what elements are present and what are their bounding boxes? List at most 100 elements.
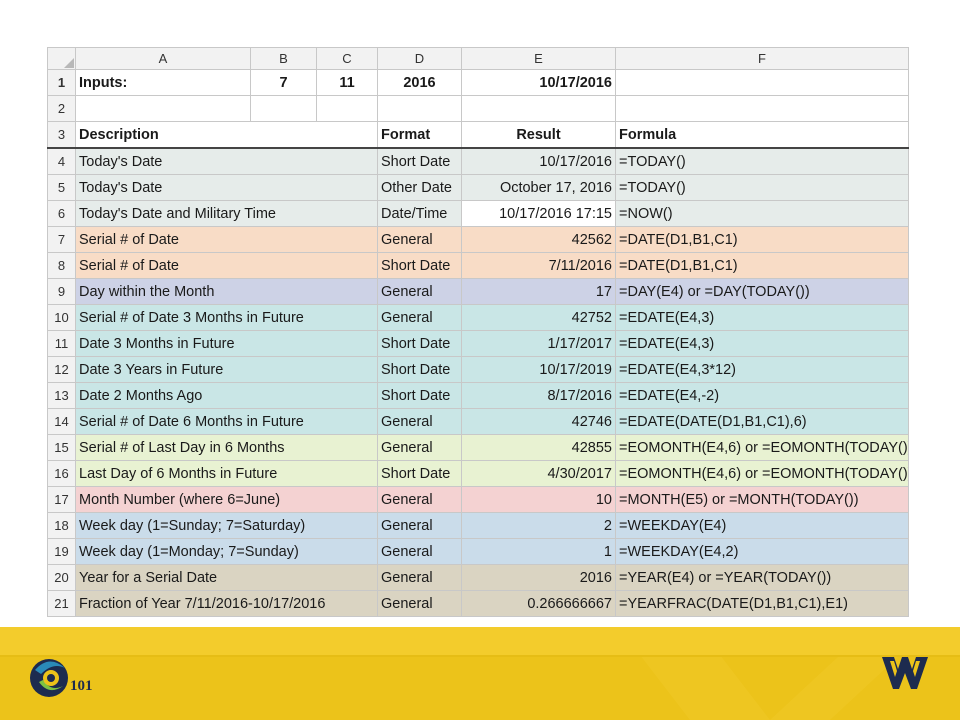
description-cell[interactable]: Month Number (where 6=June) xyxy=(75,486,378,513)
format-cell[interactable]: Short Date xyxy=(377,147,462,175)
description-cell[interactable]: Fraction of Year 7/11/2016-10/17/2016 xyxy=(75,590,378,617)
row-number[interactable]: 9 xyxy=(47,278,76,305)
result-cell[interactable]: 8/17/2016 xyxy=(461,382,616,409)
format-cell[interactable]: Short Date xyxy=(377,356,462,383)
formula-cell[interactable]: =EOMONTH(E4,6) or =EOMONTH(TODAY()) xyxy=(615,460,909,487)
empty-cell[interactable] xyxy=(615,95,909,122)
format-cell[interactable]: General xyxy=(377,486,462,513)
column-header-b[interactable]: B xyxy=(250,47,317,70)
input-day-cell[interactable]: 11 xyxy=(316,69,378,96)
column-header-d[interactable]: D xyxy=(377,47,462,70)
description-cell[interactable]: Date 2 Months Ago xyxy=(75,382,378,409)
empty-cell[interactable] xyxy=(377,95,462,122)
row-number[interactable]: 2 xyxy=(47,95,76,122)
description-cell[interactable]: Today's Date xyxy=(75,174,378,201)
format-cell[interactable]: General xyxy=(377,278,462,305)
result-cell[interactable]: 10 xyxy=(461,486,616,513)
result-cell[interactable]: 1 xyxy=(461,538,616,565)
format-cell[interactable]: General xyxy=(377,226,462,253)
formula-cell[interactable]: =DATE(D1,B1,C1) xyxy=(615,226,909,253)
result-cell[interactable]: 0.266666667 xyxy=(461,590,616,617)
description-header-cell[interactable]: Description xyxy=(75,121,378,149)
empty-cell[interactable] xyxy=(316,95,378,122)
empty-cell[interactable] xyxy=(250,95,317,122)
inputs-label-cell[interactable]: Inputs: xyxy=(75,69,251,96)
result-cell[interactable]: 42746 xyxy=(461,408,616,435)
result-header-cell[interactable]: Result xyxy=(461,121,616,149)
description-cell[interactable]: Serial # of Date xyxy=(75,226,378,253)
format-cell[interactable]: General xyxy=(377,538,462,565)
format-cell[interactable]: General xyxy=(377,434,462,461)
result-cell[interactable]: 42752 xyxy=(461,304,616,331)
row-number[interactable]: 8 xyxy=(47,252,76,279)
format-cell[interactable]: General xyxy=(377,512,462,539)
result-cell[interactable]: 10/17/2019 xyxy=(461,356,616,383)
row-number[interactable]: 16 xyxy=(47,460,76,487)
formula-cell[interactable]: =EDATE(E4,-2) xyxy=(615,382,909,409)
format-cell[interactable]: Short Date xyxy=(377,382,462,409)
description-cell[interactable]: Serial # of Date 6 Months in Future xyxy=(75,408,378,435)
formula-cell[interactable]: =DAY(E4) or =DAY(TODAY()) xyxy=(615,278,909,305)
description-cell[interactable]: Serial # of Last Day in 6 Months xyxy=(75,434,378,461)
format-cell[interactable]: Short Date xyxy=(377,460,462,487)
row-number[interactable]: 19 xyxy=(47,538,76,565)
formula-cell[interactable]: =MONTH(E5) or =MONTH(TODAY()) xyxy=(615,486,909,513)
description-cell[interactable]: Year for a Serial Date xyxy=(75,564,378,591)
description-cell[interactable]: Day within the Month xyxy=(75,278,378,305)
result-cell[interactable]: 1/17/2017 xyxy=(461,330,616,357)
formula-cell[interactable]: =EDATE(DATE(D1,B1,C1),6) xyxy=(615,408,909,435)
result-cell[interactable]: 17 xyxy=(461,278,616,305)
row-number[interactable]: 14 xyxy=(47,408,76,435)
result-cell[interactable]: 2016 xyxy=(461,564,616,591)
formula-cell[interactable]: =WEEKDAY(E4) xyxy=(615,512,909,539)
description-cell[interactable]: Today's Date xyxy=(75,147,378,175)
formula-cell[interactable]: =EDATE(E4,3) xyxy=(615,330,909,357)
format-cell[interactable]: Other Date xyxy=(377,174,462,201)
input-month-cell[interactable]: 7 xyxy=(250,69,317,96)
empty-cell[interactable] xyxy=(615,69,909,96)
row-number[interactable]: 13 xyxy=(47,382,76,409)
description-cell[interactable]: Serial # of Date 3 Months in Future xyxy=(75,304,378,331)
column-header-e[interactable]: E xyxy=(461,47,616,70)
empty-cell[interactable] xyxy=(461,95,616,122)
format-cell[interactable]: General xyxy=(377,590,462,617)
formula-cell[interactable]: =YEAR(E4) or =YEAR(TODAY()) xyxy=(615,564,909,591)
row-number[interactable]: 21 xyxy=(47,590,76,617)
row-number[interactable]: 17 xyxy=(47,486,76,513)
format-cell[interactable]: General xyxy=(377,408,462,435)
description-cell[interactable]: Today's Date and Military Time xyxy=(75,200,378,227)
column-header-c[interactable]: C xyxy=(316,47,378,70)
result-cell[interactable]: 42855 xyxy=(461,434,616,461)
format-cell[interactable]: General xyxy=(377,564,462,591)
description-cell[interactable]: Serial # of Date xyxy=(75,252,378,279)
row-number[interactable]: 20 xyxy=(47,564,76,591)
format-cell[interactable]: Short Date xyxy=(377,252,462,279)
column-header-a[interactable]: A xyxy=(75,47,251,70)
formula-cell[interactable]: =TODAY() xyxy=(615,147,909,175)
empty-cell[interactable] xyxy=(75,95,251,122)
format-cell[interactable]: General xyxy=(377,304,462,331)
result-cell[interactable]: 10/17/2016 xyxy=(461,147,616,175)
description-cell[interactable]: Week day (1=Sunday; 7=Saturday) xyxy=(75,512,378,539)
formula-cell[interactable]: =TODAY() xyxy=(615,174,909,201)
row-number[interactable]: 3 xyxy=(47,121,76,149)
row-number[interactable]: 18 xyxy=(47,512,76,539)
formula-cell[interactable]: =EDATE(E4,3*12) xyxy=(615,356,909,383)
select-all-corner[interactable] xyxy=(47,47,76,70)
row-number[interactable]: 15 xyxy=(47,434,76,461)
description-cell[interactable]: Last Day of 6 Months in Future xyxy=(75,460,378,487)
row-number[interactable]: 4 xyxy=(47,147,76,175)
column-header-f[interactable]: F xyxy=(615,47,909,70)
formula-cell[interactable]: =NOW() xyxy=(615,200,909,227)
row-number[interactable]: 12 xyxy=(47,356,76,383)
formula-header-cell[interactable]: Formula xyxy=(615,121,909,149)
formula-cell[interactable]: =EOMONTH(E4,6) or =EOMONTH(TODAY()) xyxy=(615,434,909,461)
row-number[interactable]: 1 xyxy=(47,69,76,96)
row-number[interactable]: 6 xyxy=(47,200,76,227)
format-cell[interactable]: Short Date xyxy=(377,330,462,357)
result-cell[interactable]: 10/17/2016 17:15 xyxy=(461,200,616,227)
row-number[interactable]: 5 xyxy=(47,174,76,201)
result-cell[interactable]: 4/30/2017 xyxy=(461,460,616,487)
row-number[interactable]: 7 xyxy=(47,226,76,253)
result-cell[interactable]: 2 xyxy=(461,512,616,539)
